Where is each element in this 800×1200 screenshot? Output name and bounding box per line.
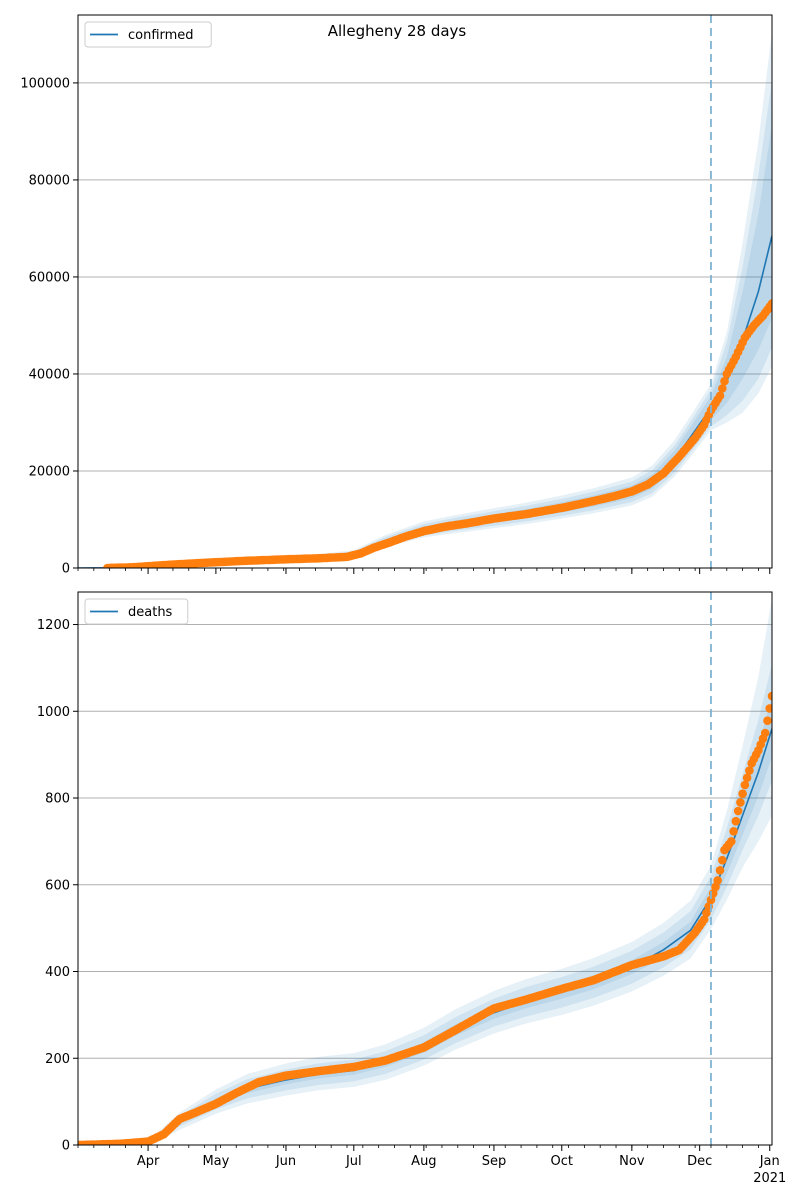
observed-point <box>760 728 770 738</box>
uncertainty-band-3 <box>78 598 772 1145</box>
uncertainty-band-2 <box>78 663 772 1145</box>
observed-point <box>706 895 716 905</box>
x-tick-label: Jul <box>345 1154 362 1169</box>
plot-area <box>78 32 772 568</box>
y-tick-label: 80000 <box>29 173 70 188</box>
observed-point <box>711 882 720 892</box>
observed-point <box>738 789 747 798</box>
y-tick-label: 1000 <box>37 705 70 720</box>
observed-point <box>713 876 722 885</box>
legend: deaths <box>84 598 189 625</box>
x-tick-label: Jun <box>275 1154 296 1169</box>
y-tick-label: 200 <box>45 1052 70 1067</box>
uncertainty-band-2 <box>78 80 772 568</box>
y-tick-label: 0 <box>62 1139 70 1154</box>
y-tick-label: 1200 <box>37 618 70 633</box>
legend-label: confirmed <box>128 28 194 43</box>
observed-points <box>103 299 772 568</box>
observed-point <box>727 837 736 846</box>
uncertainty-band-3 <box>78 32 772 568</box>
observed-point <box>699 915 709 924</box>
observed-point <box>745 766 754 775</box>
legend: confirmed <box>84 21 212 48</box>
observed-point <box>767 691 772 701</box>
figure-title: Allegheny 28 days <box>328 22 467 40</box>
y-tick-label: 800 <box>45 792 70 807</box>
observed-point <box>765 704 772 713</box>
y-tick-label: 400 <box>45 965 70 980</box>
observed-point <box>742 773 752 783</box>
observed-point <box>767 299 772 308</box>
observed-point <box>729 827 738 836</box>
x-tick-label: Dec <box>687 1154 712 1169</box>
y-tick-label: 0 <box>62 562 70 577</box>
observed-point <box>715 391 725 401</box>
x-tick-label: Aug <box>411 1154 436 1169</box>
observed-point <box>720 376 729 386</box>
observed-point <box>731 816 741 826</box>
observed-point <box>733 806 743 816</box>
legend-frame <box>84 21 212 48</box>
axes-frame <box>77 591 773 1146</box>
deaths-panel: 0 200 400 600 800 1000 1200 Apr May Jun Jul Aug Sep O… <box>37 591 786 1186</box>
x-tick-label: May <box>202 1154 229 1169</box>
uncertainty-band-1 <box>78 124 772 568</box>
observed-point <box>740 780 750 790</box>
axes-frame <box>77 14 773 569</box>
x-tick-label: Apr <box>137 1154 160 1169</box>
y-tick-label: 100000 <box>20 76 70 91</box>
legend-label: deaths <box>128 605 173 620</box>
observed-point <box>718 384 727 393</box>
x-tick-label: Oct <box>551 1154 573 1169</box>
confirmed-panel: 0 20000 40000 60000 80000 100000 confirmed <box>20 14 773 577</box>
x-tick-label: Sep <box>482 1154 507 1169</box>
observed-point <box>715 866 725 875</box>
y-tick-label: 40000 <box>29 367 70 382</box>
legend-frame <box>84 598 189 625</box>
x-year-label: 2021 <box>753 1171 786 1186</box>
y-tick-label: 60000 <box>29 270 70 285</box>
observed-point <box>718 855 727 865</box>
observed-points <box>78 691 772 1145</box>
y-tick-label: 20000 <box>29 464 70 479</box>
observed-point <box>763 716 772 725</box>
plot-area <box>78 598 772 1145</box>
x-tick-label: Nov <box>619 1154 645 1169</box>
observed-point <box>702 908 711 918</box>
x-tick-label: Jan <box>759 1154 780 1169</box>
y-tick-label: 600 <box>45 878 70 893</box>
model-line <box>78 235 772 568</box>
observed-point <box>736 798 745 807</box>
